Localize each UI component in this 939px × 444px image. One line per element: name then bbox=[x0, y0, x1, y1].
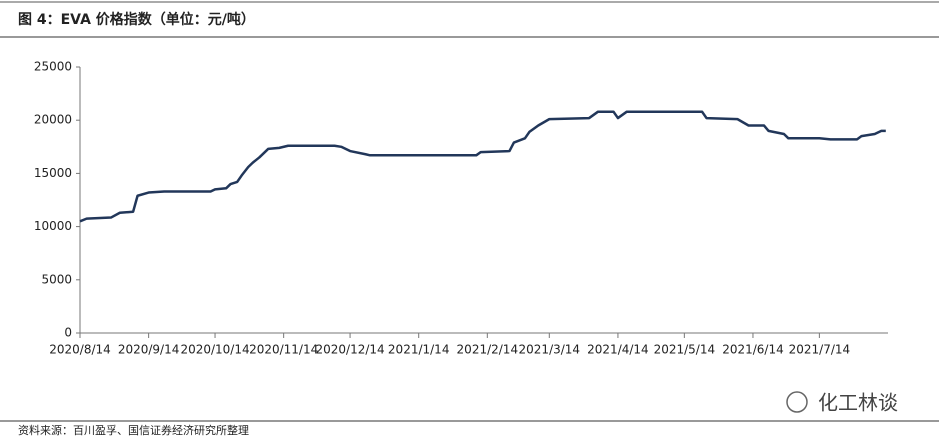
source: 资料来源：百川盈孚、国信证券经济研究所整理 bbox=[18, 423, 249, 437]
y-tick-label: 5000 bbox=[41, 272, 72, 286]
x-tick-label: 2021/2/14 bbox=[457, 343, 519, 357]
x-tick-label: 2021/4/14 bbox=[587, 343, 649, 357]
data-line bbox=[79, 110, 886, 223]
x-tick-label: 2021/5/14 bbox=[654, 343, 716, 357]
x-tick-label: 2020/9/14 bbox=[118, 343, 180, 357]
x-tick-label: 2020/11/14 bbox=[249, 343, 318, 357]
x-tick-label: 2021/7/14 bbox=[789, 343, 851, 357]
x-tick-label: 2020/8/14 bbox=[49, 343, 111, 357]
x-tick-label: 2020/10/14 bbox=[180, 343, 249, 357]
x-tick-label: 2021/6/14 bbox=[722, 343, 784, 357]
x-tick-label: 2020/12/14 bbox=[315, 343, 384, 357]
y-tick-label: 20000 bbox=[34, 113, 72, 127]
y-tick-label: 25000 bbox=[34, 60, 72, 74]
x-tick-label: 2021/1/14 bbox=[388, 343, 450, 357]
x-tick-label: 2021/3/14 bbox=[519, 343, 581, 357]
chart-title: 图 4：EVA 价格指数（单位：元/吨） bbox=[18, 11, 255, 28]
y-tick-label: 15000 bbox=[34, 166, 72, 180]
watermark-icon bbox=[786, 391, 808, 413]
y-tick-label: 10000 bbox=[34, 219, 72, 233]
y-tick-label: 0 bbox=[64, 326, 72, 340]
watermark: 化工林谈 bbox=[818, 391, 898, 415]
